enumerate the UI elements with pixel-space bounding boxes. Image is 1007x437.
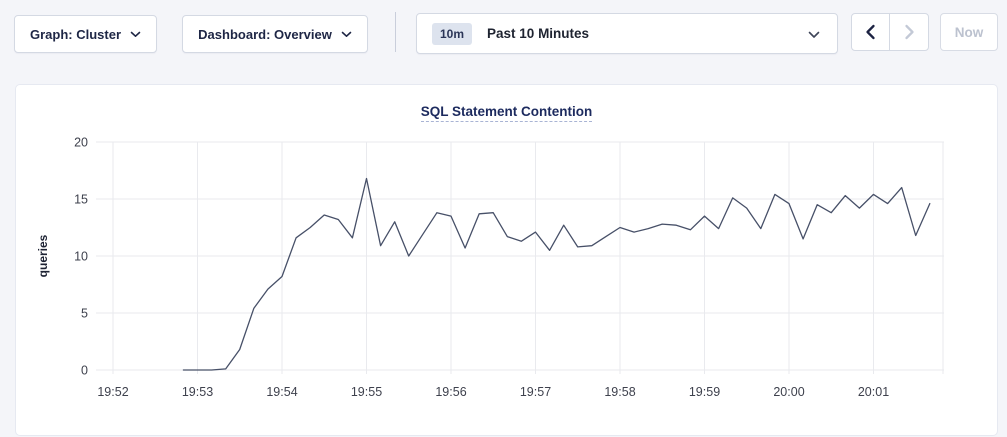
now-button[interactable]: Now [940,13,998,51]
svg-text:20:01: 20:01 [858,385,889,399]
chevron-down-icon [341,31,352,37]
svg-text:20: 20 [74,136,88,150]
svg-text:15: 15 [74,193,88,207]
svg-text:19:54: 19:54 [266,385,297,399]
svg-text:19:58: 19:58 [604,385,635,399]
time-window-selector[interactable]: 10m Past 10 Minutes [416,13,838,54]
svg-text:19:57: 19:57 [520,385,551,399]
chevron-down-icon [130,31,141,37]
svg-text:19:56: 19:56 [435,385,466,399]
svg-text:queries: queries [36,234,50,277]
chart-title[interactable]: SQL Statement Contention [420,104,593,122]
graph-dropdown[interactable]: Graph: Cluster [14,15,157,53]
chart-title-row: SQL Statement Contention [16,103,997,122]
svg-text:19:59: 19:59 [689,385,720,399]
time-nav-group [851,13,929,51]
svg-text:19:52: 19:52 [97,385,128,399]
dashboard-dropdown-label: Dashboard: Overview [198,26,332,42]
sql-statement-contention-chart[interactable]: 0 5 10 15 20 19:52 19:53 19:54 19:55 19:56 19:57 19… [16,85,999,437]
chevron-left-icon [866,24,875,40]
svg-text:20:00: 20:00 [773,385,804,399]
dashboard-dropdown[interactable]: Dashboard: Overview [182,15,368,53]
time-window-label: Past 10 Minutes [487,26,590,41]
time-window-badge: 10m [432,22,473,45]
graph-dropdown-label: Graph: Cluster [29,26,121,42]
toolbar-divider [395,12,396,52]
chart-card: SQL Statement Contention 0 5 10 15 20 19:52 19… [15,84,998,436]
svg-text:19:55: 19:55 [351,385,382,399]
previous-time-button[interactable] [852,14,890,50]
toolbar: Graph: Cluster Dashboard: Overview 10m P… [0,0,1007,84]
svg-text:10: 10 [74,250,88,264]
svg-text:19:53: 19:53 [182,385,213,399]
svg-text:0: 0 [81,364,88,378]
chevron-right-icon [904,24,914,40]
chevron-down-icon [808,31,820,38]
svg-text:5: 5 [81,307,88,321]
next-time-button[interactable] [890,14,928,50]
